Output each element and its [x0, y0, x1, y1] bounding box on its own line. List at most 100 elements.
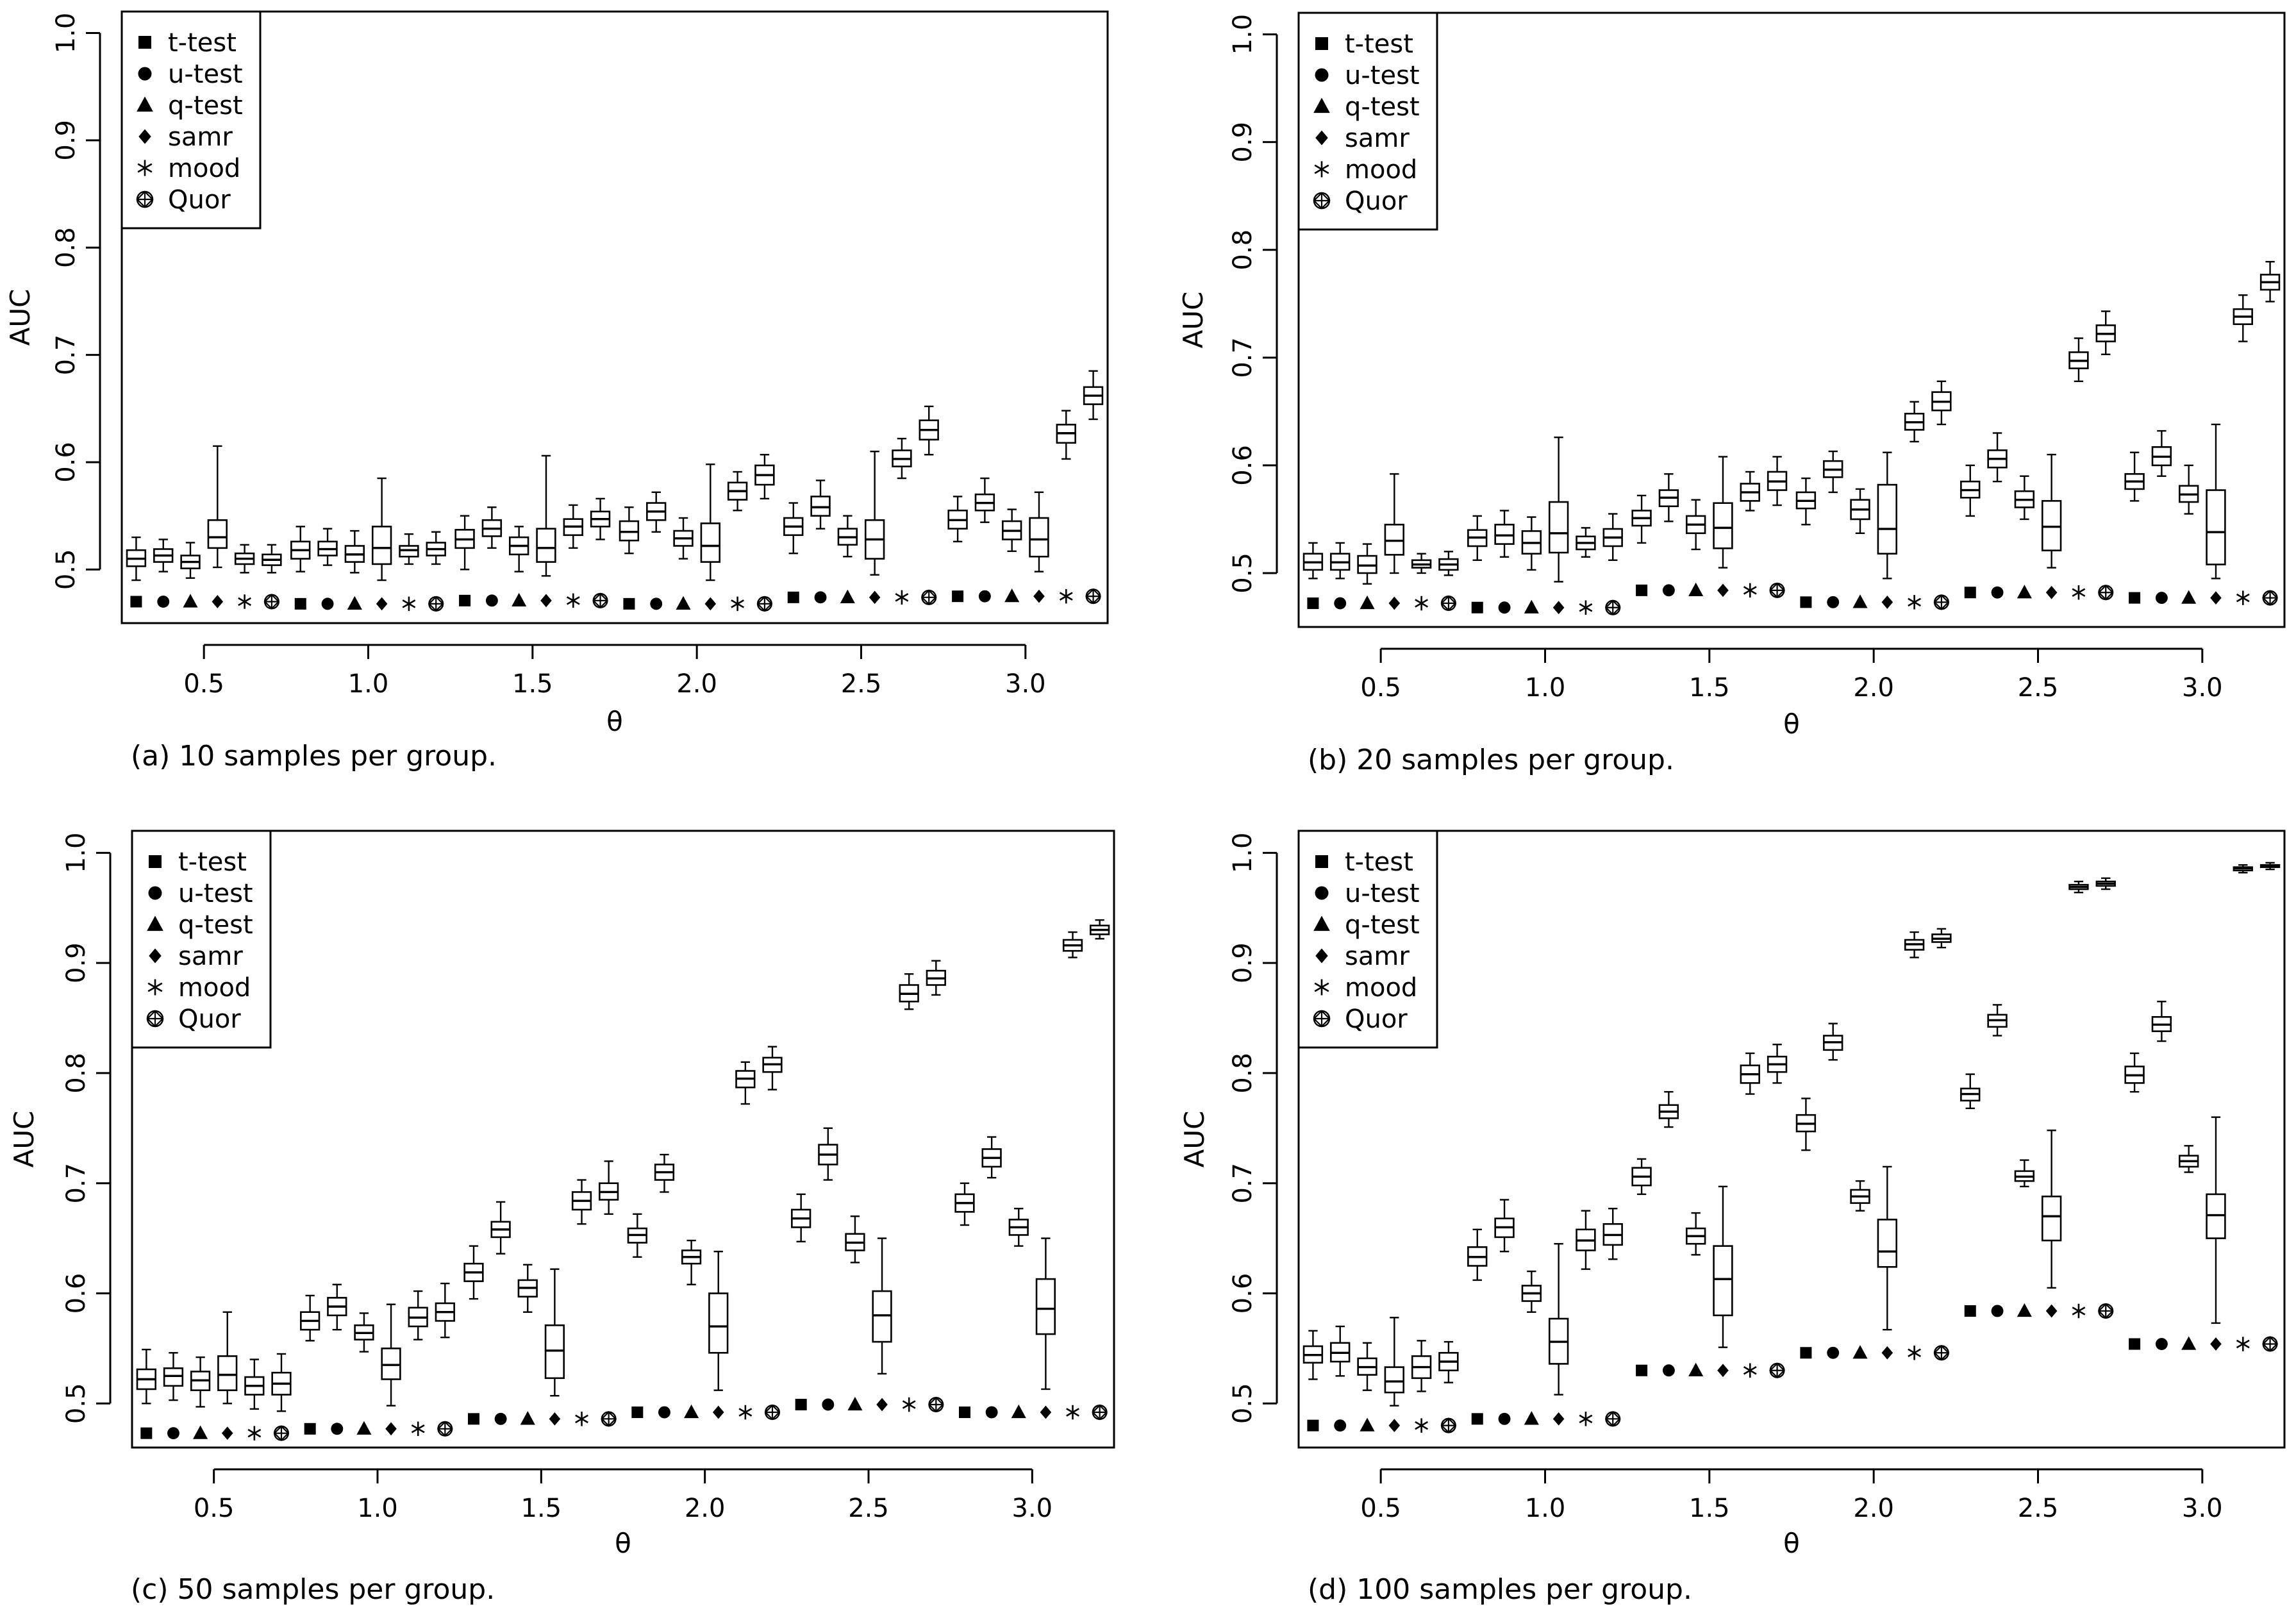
box-iqr	[1548, 501, 1569, 554]
marker-q-test-2.0	[1852, 1345, 1868, 1359]
x-tick-label: 2.0	[685, 1494, 726, 1523]
marker-Quor-2.5	[928, 1396, 944, 1413]
box-u-test-2.5	[1987, 432, 2008, 483]
marker-mood-3.0	[2236, 590, 2250, 605]
box-u-test-1.0	[327, 1283, 347, 1331]
marker-t-test-3.0	[952, 590, 964, 603]
box-samr-2.5	[2041, 1130, 2062, 1289]
marker-u-test-1.5	[494, 1412, 507, 1425]
marker-Quor-1.5	[601, 1410, 617, 1427]
box-u-test-0.5	[163, 1352, 184, 1401]
marker-u-test-1.5	[1662, 1364, 1675, 1377]
box-t-test-0.5	[136, 1348, 156, 1405]
box-Quor-2.0	[762, 1046, 783, 1090]
marker-t-test-0.5	[1307, 597, 1319, 610]
box-Quor-1.0	[1602, 1208, 1623, 1260]
marker-t-test-1.5	[1636, 1364, 1648, 1376]
y-axis: 0.5 0.6 0.7 0.8 0.9 1.0	[1228, 14, 1278, 594]
box-mood-3.0	[1062, 931, 1083, 958]
box-t-test-2.5	[791, 1193, 811, 1242]
marker-u-test-0.5	[1334, 1419, 1347, 1432]
legend-marker-t-test	[138, 36, 151, 49]
box-Quor-1.0	[1602, 513, 1623, 561]
box-t-test-1.5	[1631, 494, 1652, 544]
marker-mood-3.0	[1066, 1405, 1079, 1420]
marker-Quor-1.0	[1604, 599, 1621, 616]
y-tick-label: 0.6	[1228, 445, 1258, 486]
box-u-test-2.0	[646, 491, 667, 533]
box-t-test-1.0	[1467, 1228, 1488, 1281]
y-axis-title: AUC	[8, 1111, 40, 1168]
box-mood-2.0	[735, 1061, 756, 1105]
marker-samr-3.0	[1033, 589, 1045, 603]
box-u-test-1.0	[1494, 1199, 1515, 1253]
y-tick-label: 0.6	[1228, 1273, 1258, 1314]
box-t-test-3.0	[947, 496, 968, 542]
y-axis: 0.5 0.6 0.7 0.8 0.9 1.0	[1228, 833, 1278, 1424]
y-tick-label: 0.5	[62, 1383, 91, 1424]
box-t-test-3.0	[954, 1182, 975, 1226]
y-axis-title: AUC	[4, 289, 36, 346]
marker-t-test-3.0	[959, 1406, 971, 1419]
y-axis: 0.5 0.6 0.7 0.8 0.9 1.0	[51, 13, 101, 590]
box-samr-3.0	[2206, 1116, 2226, 1324]
marker-q-test-2.5	[2017, 1303, 2032, 1317]
box-t-test-1.0	[290, 526, 311, 572]
marker-u-test-3.0	[985, 1406, 998, 1419]
marker-samr-0.5	[1388, 596, 1401, 610]
marker-Quor-2.0	[1933, 594, 1950, 610]
y-tick-label: 0.8	[1228, 1053, 1258, 1094]
legend-label-q-test: q-test	[178, 910, 253, 940]
marker-u-test-1.0	[331, 1423, 344, 1435]
marker-samr-2.0	[1881, 1346, 1893, 1360]
box-samr-1.5	[1713, 1185, 1733, 1348]
caption-panel-d: (d) 100 samples per group.	[1308, 1573, 1692, 1606]
box-mood-3.0	[2233, 864, 2253, 874]
box-samr-0.5	[1384, 473, 1404, 574]
marker-t-test-3.0	[2129, 1338, 2141, 1350]
box-samr-1.0	[381, 1303, 401, 1406]
x-tick-label: 3.0	[1005, 669, 1046, 699]
x-tick-label: 1.5	[1689, 673, 1730, 703]
marker-q-test-3.0	[2181, 590, 2197, 604]
y-tick-label: 0.8	[62, 1053, 91, 1094]
box-mood-2.5	[2068, 337, 2089, 382]
box-t-test-1.0	[1467, 515, 1488, 561]
box-samr-1.0	[371, 477, 392, 581]
legend-marker-t-test	[1315, 855, 1328, 868]
box-iqr	[381, 1348, 401, 1380]
marker-samr-1.0	[385, 1422, 397, 1436]
box-t-test-2.0	[627, 1213, 647, 1258]
marker-mood-1.0	[402, 596, 416, 612]
plot-frame	[131, 830, 1115, 1449]
box-Quor-0.5	[1438, 1340, 1459, 1383]
marker-q-test-1.0	[1524, 599, 1539, 614]
marker-samr-2.5	[2045, 585, 2058, 599]
box-Quor-2.5	[2095, 877, 2116, 890]
box-mood-1.5	[563, 504, 583, 549]
marker-mood-1.5	[1743, 1363, 1757, 1378]
legend-marker-samr	[149, 948, 162, 964]
box-iqr	[371, 526, 392, 565]
marker-Quor-3.0	[1085, 588, 1101, 605]
marker-u-test-1.0	[1498, 601, 1511, 614]
legend-marker-q-test	[137, 96, 153, 112]
box-mood-1.0	[1576, 1210, 1596, 1270]
box-samr-2.0	[708, 1251, 729, 1391]
box-Quor-1.5	[1767, 456, 1788, 506]
box-t-test-2.5	[1960, 1073, 1981, 1110]
box-Quor-3.0	[1090, 919, 1110, 940]
marker-mood-2.5	[902, 1397, 916, 1412]
marker-mood-3.0	[1059, 588, 1073, 604]
box-t-test-2.5	[1960, 464, 1981, 517]
marker-q-test-1.5	[512, 592, 527, 606]
marker-mood-0.5	[247, 1426, 262, 1440]
marker-u-test-2.0	[650, 597, 663, 610]
y-tick-label: 0.9	[1228, 942, 1258, 983]
x-tick-label: 3.0	[2182, 1494, 2223, 1523]
legend-marker-Quor	[1313, 1010, 1331, 1028]
box-iqr	[163, 1367, 184, 1387]
marker-mood-2.5	[2072, 585, 2086, 600]
marker-q-test-0.5	[183, 594, 198, 608]
